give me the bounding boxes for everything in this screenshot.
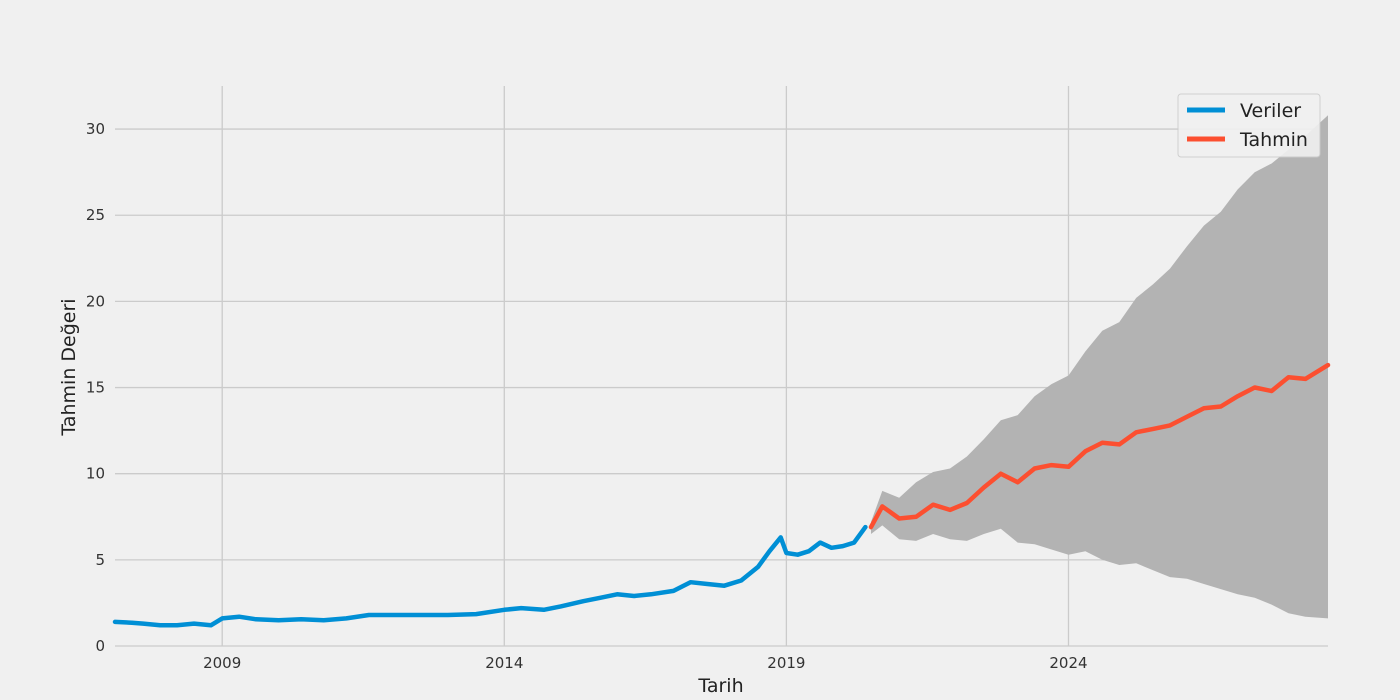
y-tick-label: 5 — [95, 551, 105, 569]
y-tick-label: 15 — [86, 379, 105, 397]
legend-label-tahmin: Tahmin — [1239, 129, 1308, 151]
x-tick-label: 2009 — [203, 654, 241, 672]
legend-label-veriler: Veriler — [1240, 100, 1301, 122]
y-tick-label: 0 — [95, 637, 105, 655]
confidence-band — [871, 115, 1328, 619]
x-tick-label: 2024 — [1049, 654, 1087, 672]
confidence-band-area — [871, 115, 1328, 619]
y-tick-label: 20 — [86, 292, 105, 310]
y-tick-label: 25 — [86, 206, 105, 224]
series-line-tahmin — [868, 362, 1331, 530]
x-tick-label: 2019 — [767, 654, 805, 672]
y-tick-label: 10 — [86, 465, 105, 483]
x-tick-label: 2014 — [485, 654, 523, 672]
y-axis-label: Tahmin Değeri — [58, 298, 80, 436]
legend: Veriler Tahmin — [1177, 93, 1321, 158]
series-line-veriler — [112, 524, 868, 628]
x-axis-label: Tarih — [697, 675, 743, 697]
series-lines — [112, 362, 1331, 628]
y-tick-label: 30 — [86, 120, 105, 138]
tick-labels: 0 5 10 15 20 25 30 2009 2014 2019 2024 — [86, 120, 1088, 672]
